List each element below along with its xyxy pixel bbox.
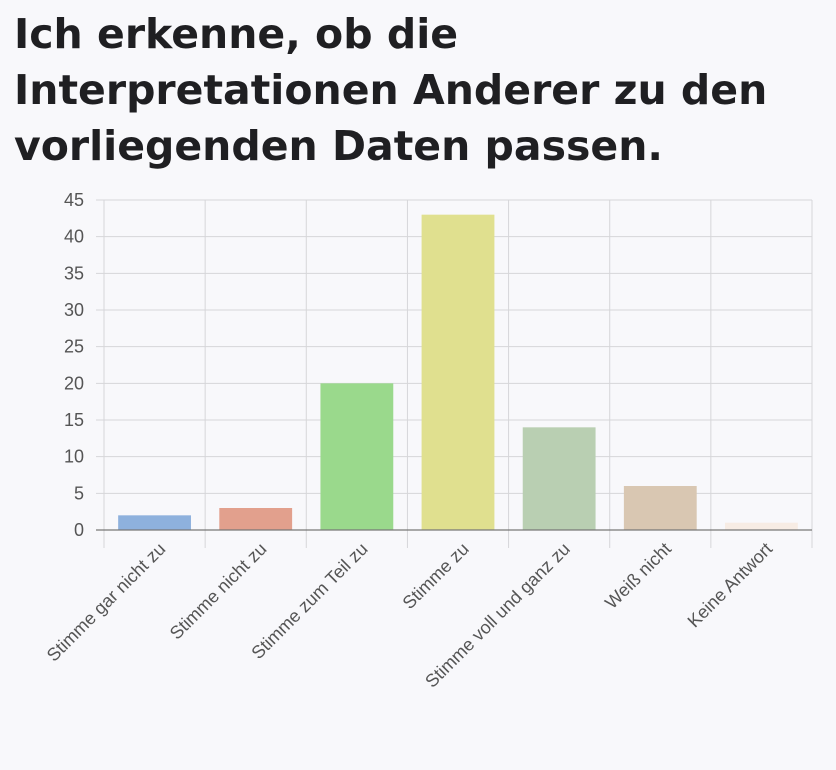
- y-tick-label: 25: [64, 337, 84, 357]
- y-tick-label: 5: [74, 483, 84, 503]
- x-category-label: Stimme nicht zu: [166, 539, 271, 644]
- bar: [320, 383, 394, 530]
- bar: [219, 508, 293, 530]
- bars: [118, 214, 798, 530]
- bar: [725, 522, 798, 530]
- chart-title: Ich erkenne, ob die Interpretationen And…: [14, 10, 768, 170]
- y-tick-label: 20: [64, 373, 84, 393]
- x-category-label: Keine Antwort: [684, 539, 777, 632]
- bar: [623, 486, 697, 530]
- bar: [421, 214, 495, 530]
- x-category-label: Stimme gar nicht zu: [43, 539, 170, 666]
- bar: [118, 515, 191, 530]
- y-tick-label: 15: [64, 410, 84, 430]
- y-tick-label: 40: [64, 227, 84, 247]
- y-tick-label: 10: [64, 447, 84, 467]
- y-tick-label: 35: [64, 263, 84, 283]
- x-category-label: Stimme zum Teil zu: [247, 539, 371, 663]
- x-category-label: Stimme zu: [399, 539, 473, 613]
- y-tick-label: 45: [64, 190, 84, 210]
- y-tick-label: 30: [64, 300, 84, 320]
- x-category-label: Weiß nicht: [601, 539, 675, 613]
- bar: [522, 427, 596, 530]
- y-tick-label: 0: [74, 520, 84, 540]
